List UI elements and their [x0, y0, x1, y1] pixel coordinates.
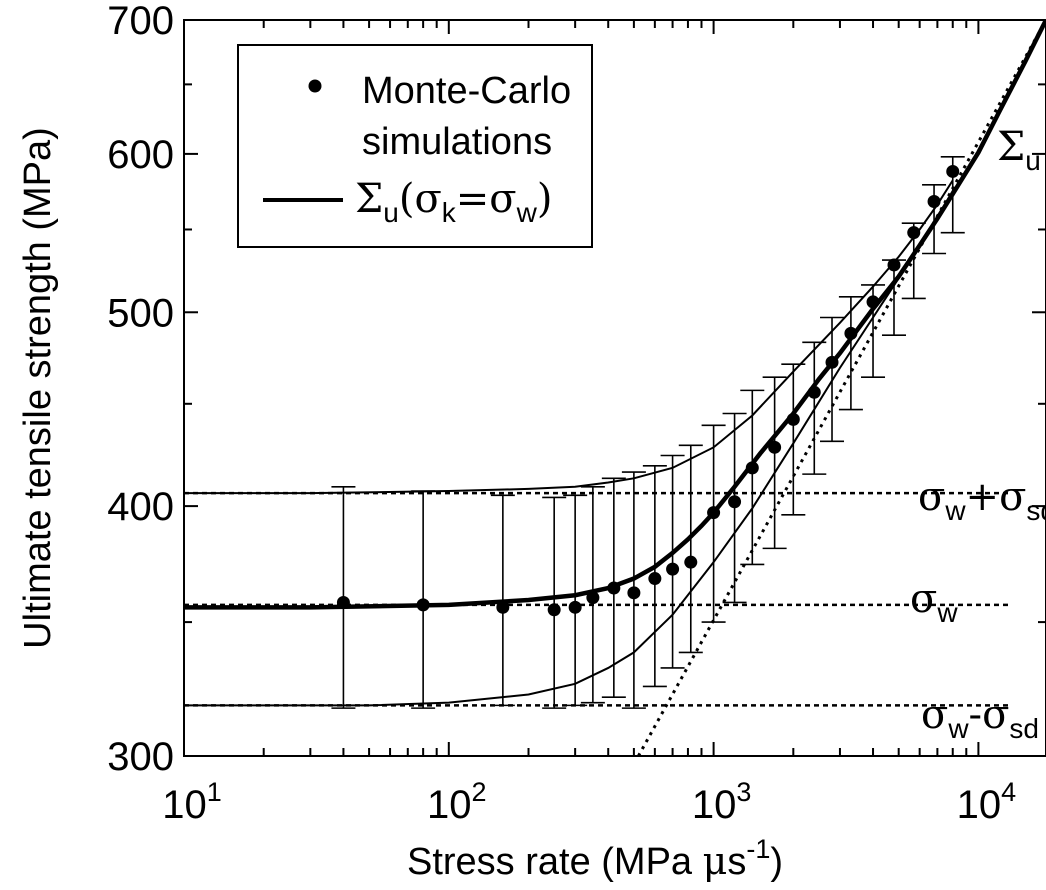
- data-point: [648, 572, 662, 586]
- x-tick-label: 101: [162, 777, 222, 827]
- legend-label-montecarlo-line1: Monte-Carlo: [362, 70, 571, 112]
- legend: Monte-Carlo simulations Σu(σk=σw): [237, 44, 593, 248]
- data-point: [844, 326, 858, 340]
- x-tick-label: 102: [427, 777, 487, 827]
- annotation-sigma-w: σw: [910, 576, 958, 628]
- legend-marker: [308, 79, 322, 93]
- data-point: [627, 586, 641, 600]
- y-tick-label: 300: [107, 735, 174, 779]
- annotation-sigma-w-plus-sd: σw+σsd: [918, 474, 1046, 526]
- y-tick-label: 400: [107, 485, 174, 529]
- markers-layer: [336, 164, 960, 617]
- data-point: [887, 258, 901, 272]
- data-point: [707, 506, 721, 520]
- series-band-curve-3: [184, 190, 954, 707]
- y-tick-label: 500: [107, 291, 174, 335]
- x-tick-label: 103: [692, 777, 752, 827]
- y-tick-label: 600: [107, 133, 174, 177]
- ticks-layer: 101 102 103 104 300 400 500 600 700: [107, 0, 1046, 827]
- x-axis-title: Stress rate (MPa μs-1): [407, 834, 783, 883]
- legend-label-sigma-u: Σu(σk=σw): [355, 176, 552, 228]
- data-point: [728, 495, 742, 509]
- data-point: [786, 412, 800, 426]
- data-point: [496, 600, 510, 614]
- data-point: [586, 591, 600, 605]
- data-point: [927, 195, 941, 209]
- data-point: [684, 555, 698, 569]
- data-point: [946, 164, 960, 178]
- data-point: [666, 562, 680, 576]
- y-axis-title: Ultimate tensile strength (MPa): [17, 127, 59, 649]
- annotation-sigma-w-minus-sd: σw-σsd: [921, 692, 1039, 744]
- data-point: [416, 598, 430, 612]
- plot-frame: [183, 19, 1046, 757]
- annotation-sigma-u: Σu: [997, 124, 1041, 176]
- data-point: [768, 440, 782, 454]
- data-point: [568, 600, 582, 614]
- data-point: [807, 385, 821, 399]
- legend-box: [237, 44, 593, 248]
- data-point: [336, 595, 350, 609]
- x-tick-label: 104: [957, 777, 1017, 827]
- data-point: [745, 461, 759, 475]
- data-point: [547, 603, 561, 617]
- data-point: [907, 226, 921, 240]
- data-point: [607, 581, 621, 595]
- error-bars-layer: [331, 156, 965, 709]
- legend-label-montecarlo-line2: simulations: [362, 121, 552, 163]
- data-point: [825, 355, 839, 369]
- sigma-u-asymptote-line: [637, 19, 1046, 757]
- data-point: [866, 295, 880, 309]
- y-tick-label: 700: [107, 0, 174, 43]
